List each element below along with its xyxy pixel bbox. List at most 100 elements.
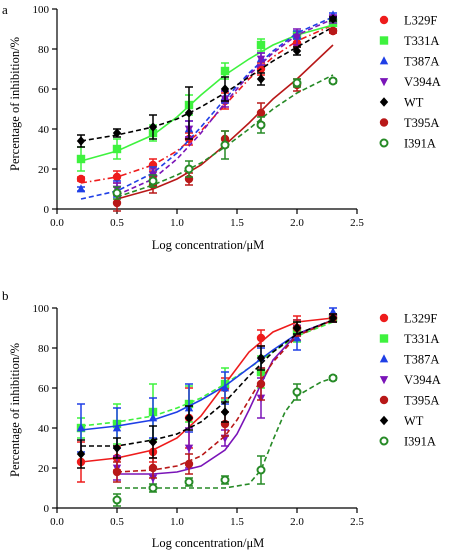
panel-a-wt-point [76,136,86,146]
panel-b-t387a-point [292,333,302,342]
panel-b-t395a-point [256,379,266,389]
panel-a-i391a-fit-curve [116,74,334,198]
panel-b-x-tick-label: 0.5 [110,516,124,528]
panel-b-legend-label: WT [404,414,424,428]
panel-b-l329f-point [256,333,266,343]
panel-b-t387a-point [76,423,86,432]
panel-b-legend-item-v394a: V394A [379,373,441,387]
panel-b-wt-point [220,407,230,417]
panel-a-t387a-fit-curve [80,16,334,200]
panel-a-i391a-point [256,120,266,130]
panel-a-legend-item-t387a: T387A [379,55,439,69]
panel-a-t395a-point [328,26,338,36]
panel-b-x-axis-title: Log concentration/μM [152,536,265,550]
panel-b-y-tick-label: 40 [38,423,50,435]
panel-a-x-tick-label: 2.5 [350,217,364,229]
panel-b-t395a-point [148,463,158,473]
panel-b-t331a-fit-curve [80,321,334,427]
panel-b: b Percentage of inhibition/% Log concent… [2,288,441,550]
panel-a-i391a-point [328,76,338,86]
panel-a-legend-label: T331A [404,34,439,48]
panel-b-t395a-point [184,459,194,469]
panel-b-legend-label: T387A [404,353,439,367]
panel-b-i391a-point [184,477,194,487]
panel-b-legend-marker [379,376,389,385]
panel-a-legend-marker [379,118,389,127]
panel-a-y-tick-label: 100 [33,4,50,16]
panel-a-l329f-point [76,174,86,184]
panel-b-legend-marker [379,334,389,343]
panel-a-legend-marker [379,36,389,45]
panel-a-wt-point [328,14,338,24]
panel-b-legend-marker [379,436,389,446]
panel-a-y-tick-label: 40 [38,124,50,136]
panel-b-y-axis-title: Percentage of inhibition/% [8,343,22,477]
panel-b-legend-marker [379,354,389,363]
panel-a-i391a-point [148,176,158,186]
panel-b-wt-point [184,413,194,423]
panel-b-i391a-fit-curve [117,377,334,489]
panel-a-legend-item-wt: WT [379,96,424,110]
panel-a-t331a-fit-curve [80,24,334,162]
panel-b-series-i391a [112,373,338,507]
panel-a-wt-point [148,122,158,132]
panel-b-wt-point [76,449,86,459]
panel-a-t395a-point [112,198,122,208]
panel-a-y-tick-label: 0 [44,204,50,216]
panel-a-legend-label: T395A [404,116,439,130]
panel-a-series-v394a [112,14,338,196]
panel-a-y-tick-label: 20 [38,164,50,176]
panel-a-t331a-point [220,66,230,76]
panel-b-legend-label: T395A [404,394,439,408]
panel-b-legend-item-t395a: T395A [379,394,439,408]
panel-a-x-tick-label: 2.0 [290,217,304,229]
panel-a-i391a-point [292,78,302,88]
panel-b-t387a-point [148,413,158,422]
panel-a-wt-fit-curve [80,26,334,142]
panel-b-legend-item-i391a: I391A [379,435,436,449]
panel-a-wt-point [292,46,302,56]
panel-b-i391a-point [328,373,338,383]
panel-b-wt-point [328,313,338,323]
panel-a-series-wt [76,14,338,148]
panel-b-legend-label: T331A [404,332,439,346]
panel-a-i391a-point [184,164,194,174]
panel-b-v394a-point [184,444,194,453]
panel-b-legend-marker [379,313,389,323]
panel-b-legend-marker [379,395,389,405]
panel-a-letter: a [2,2,8,17]
panel-b-legend: L329F T331A T387A V394A T395A WT I391A [379,312,441,449]
panel-b-x-tick-label: 2.5 [350,516,364,528]
panel-b-t395a-fit-curve [116,319,334,473]
panel-b-y-tick-label: 100 [33,303,50,315]
panel-a-i391a-point [220,140,230,150]
panel-b-wt-fit-curve [81,319,334,447]
panel-b-t395a-point [112,467,122,477]
panel-a-x-tick-label: 1.5 [230,217,244,229]
panel-b-i391a-point [148,483,158,493]
panel-a-legend-marker [379,78,389,87]
panel-b-legend-item-wt: WT [379,414,424,428]
panel-a-legend-label: T387A [404,55,439,69]
panel-a-t387a-point [76,184,86,193]
panel-b-i391a-point [112,495,122,505]
panel-b-v394a-fit-curve [117,319,334,475]
panel-a-legend-item-l329f: L329F [379,14,437,28]
panel-a-y-axis-title: Percentage of inhibition/% [8,37,22,171]
panel-a-legend-label: I391A [404,137,436,151]
panel-a-legend-label: L329F [404,14,437,28]
panel-b-legend-label: L329F [404,312,437,326]
panel-a-t331a-point [256,40,266,50]
panel-b-i391a-point [292,387,302,397]
panel-b-i391a-point [256,465,266,475]
panel-b-i391a-point [220,475,230,485]
panel-a-t331a-point [76,154,86,164]
panel-a-l329f-point [112,172,122,182]
panel-b-legend-label: I391A [404,435,436,449]
panel-a-legend-marker [379,97,389,107]
panel-a-series-t395a [112,26,338,212]
panel-b-wt-point [292,323,302,333]
panel-b-t387a-point [112,423,122,432]
panel-b-letter: b [2,288,9,303]
panel-b-wt-point [148,437,158,447]
